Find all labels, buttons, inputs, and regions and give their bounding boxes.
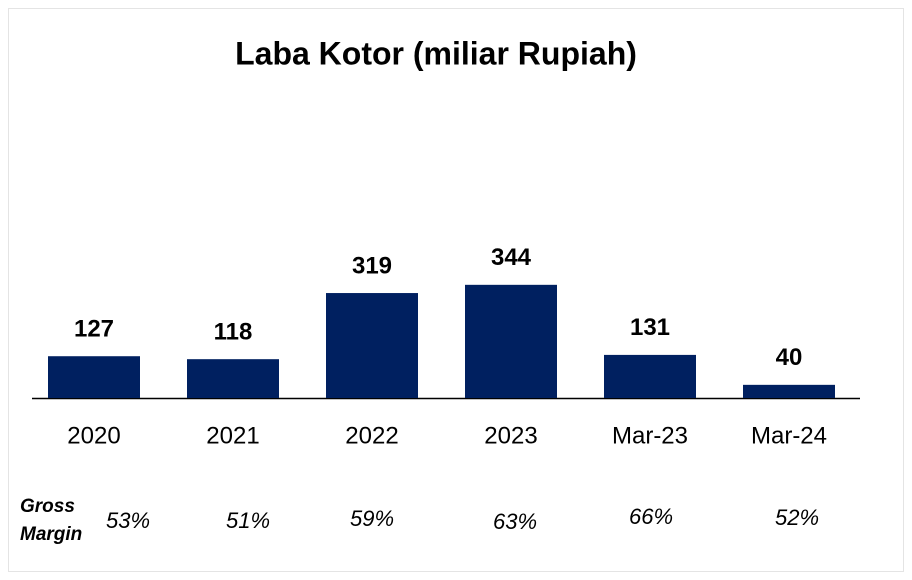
gross-margin: 53%: [106, 508, 150, 533]
chart-title: Laba Kotor (miliar Rupiah): [235, 35, 637, 71]
value-label: 319: [352, 252, 392, 279]
value-label: 40: [776, 344, 803, 371]
gross-label: Gross: [20, 496, 75, 517]
value-label: 127: [74, 316, 114, 343]
frame: [8, 8, 904, 572]
gross-margin: 66%: [629, 504, 673, 529]
gross-margin: 52%: [775, 505, 819, 530]
x-tick-label: 2021: [206, 422, 259, 449]
gross-margin: 51%: [226, 508, 270, 533]
value-label: 131: [630, 314, 670, 341]
x-tick-label: 2020: [67, 422, 120, 449]
gross-label: Margin: [20, 524, 82, 545]
bar: [48, 356, 140, 398]
x-tick-label: 2022: [345, 422, 398, 449]
value-label: 118: [214, 319, 253, 346]
value-label: 344: [491, 244, 532, 271]
bar: [187, 359, 279, 398]
gross-margin: 59%: [350, 506, 394, 531]
bar: [604, 354, 696, 398]
bar: [465, 284, 557, 398]
bar: [743, 384, 835, 398]
bar: [326, 293, 418, 398]
x-tick-label: 2023: [484, 422, 537, 449]
x-tick-label: Mar-23: [612, 422, 688, 449]
x-tick-label: Mar-24: [751, 422, 827, 449]
gross-margin: 63%: [493, 509, 537, 534]
